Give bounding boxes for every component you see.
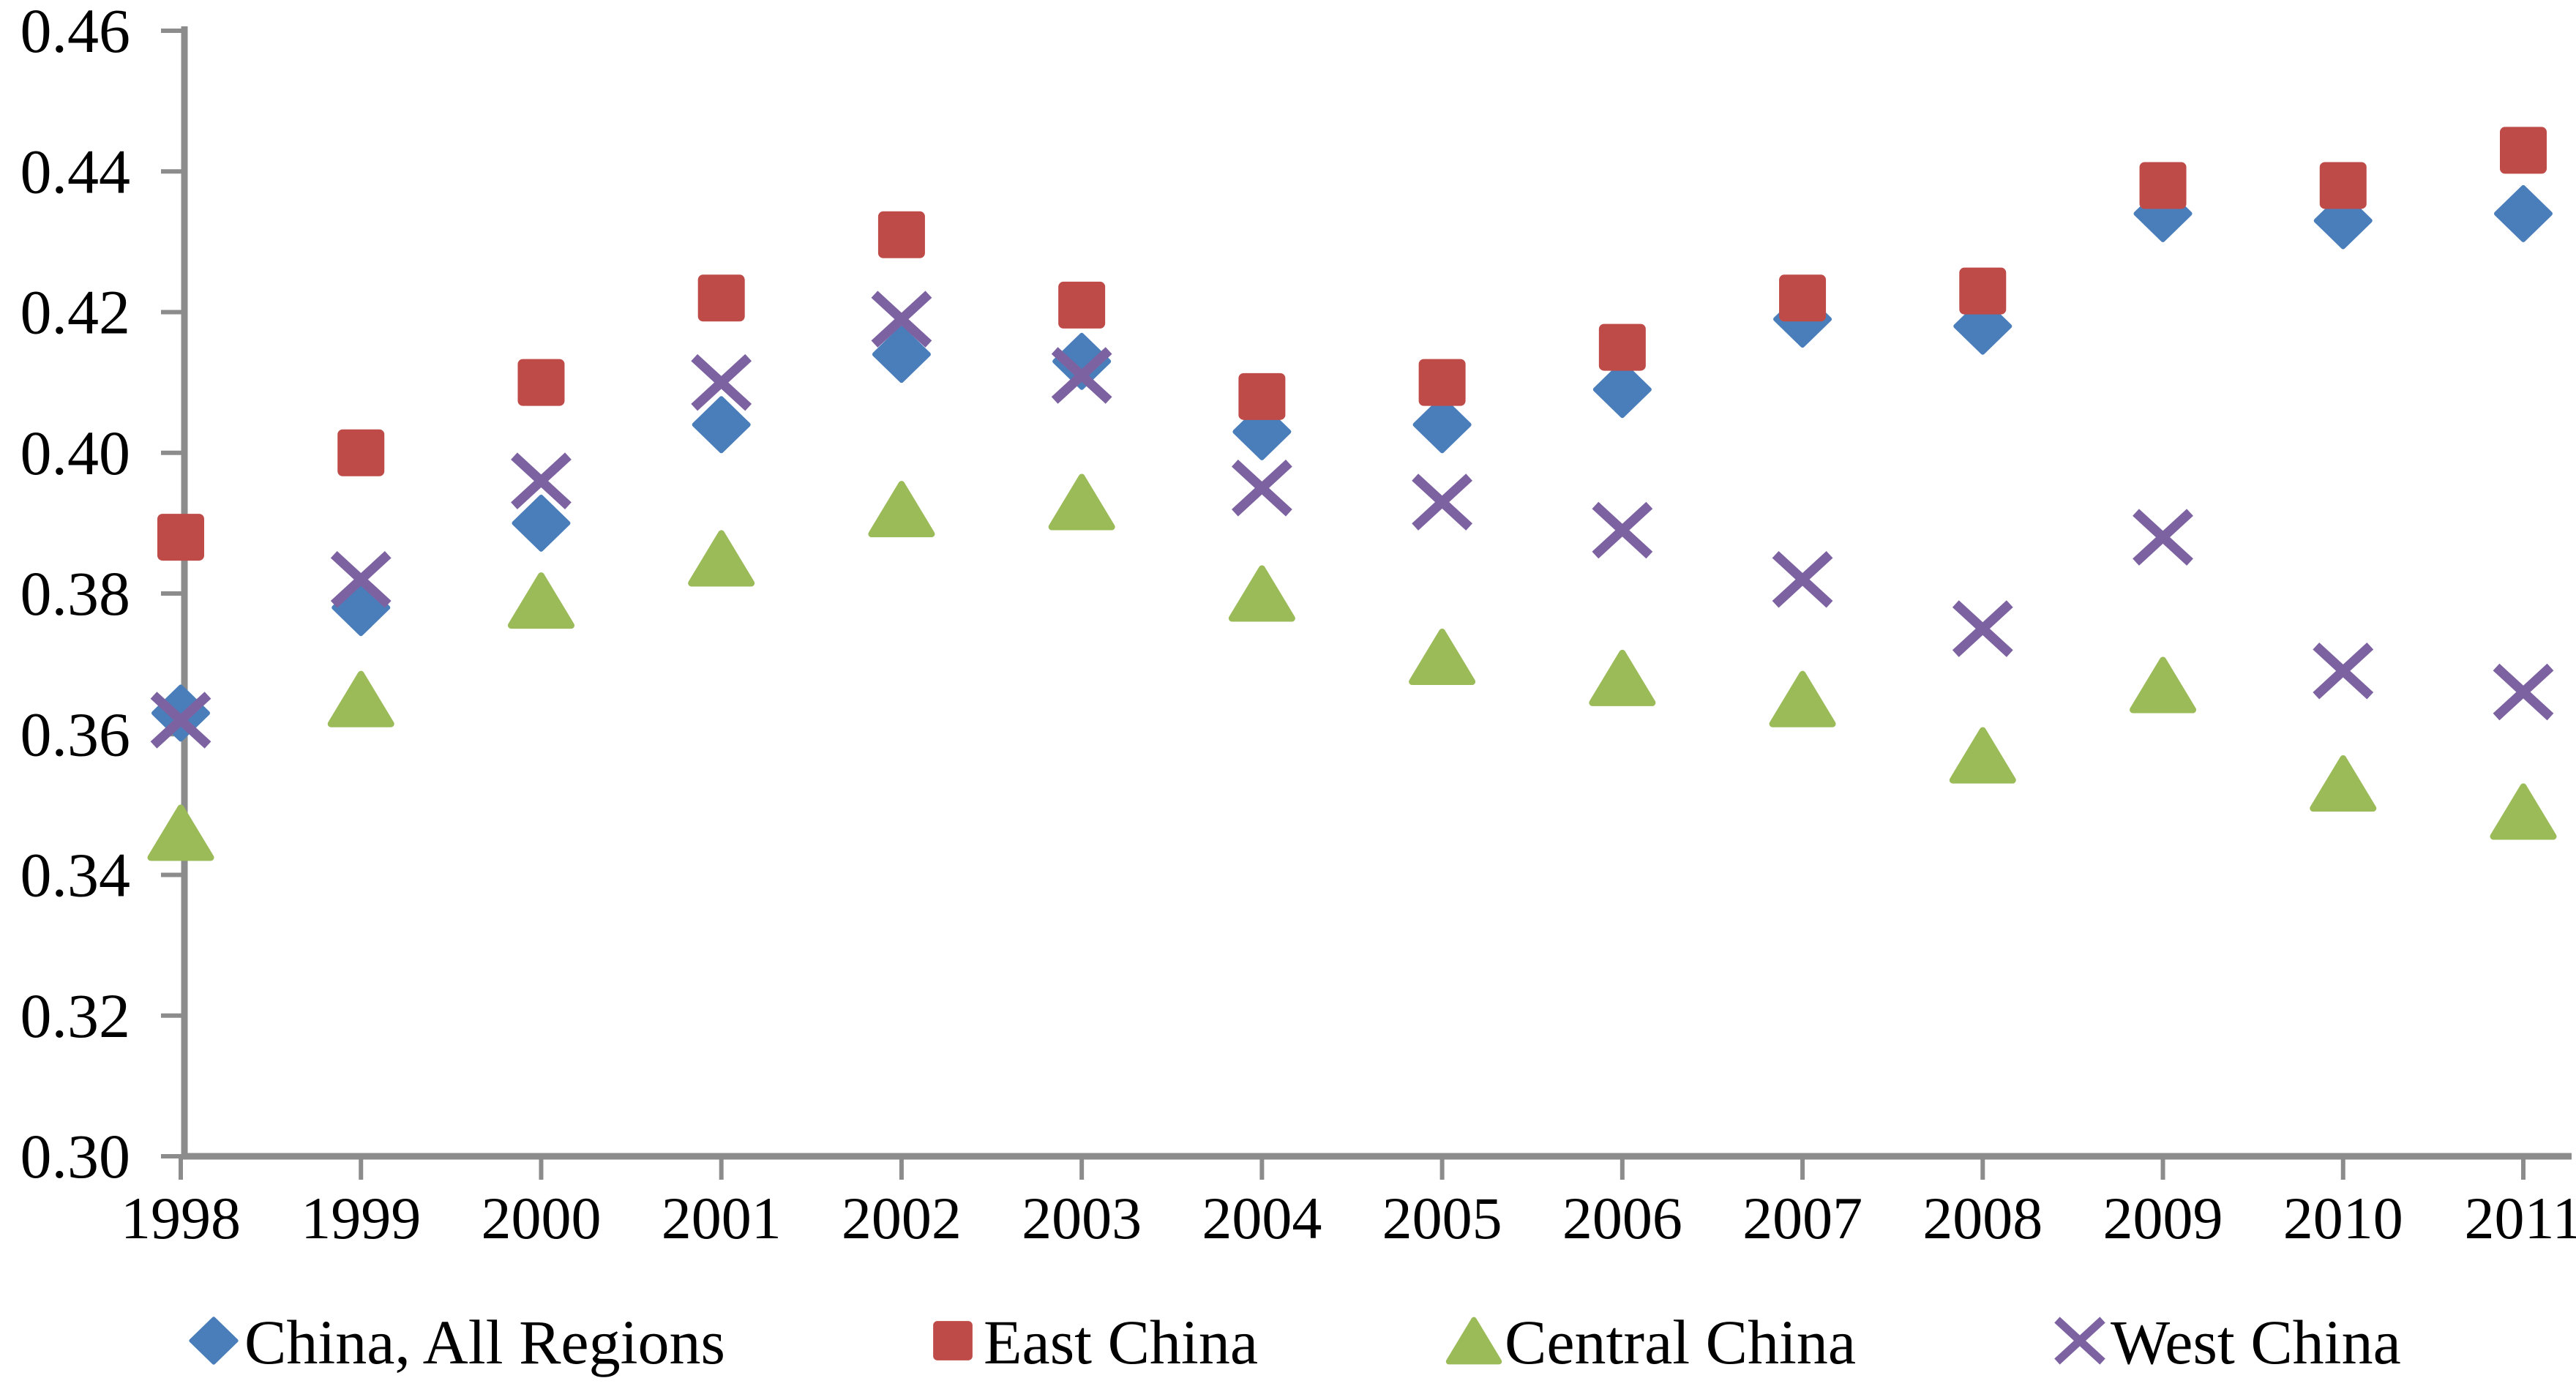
- data-point-x-2011: [2493, 663, 2554, 721]
- data-point-square-2001: [697, 274, 745, 322]
- legend-marker-triangle: [1445, 1317, 1502, 1365]
- legend-marker-x: [2054, 1317, 2105, 1365]
- x-tick-label: 1999: [301, 1185, 421, 1251]
- data-point-triangle-2006: [1589, 649, 1656, 706]
- x-tick-label: 2003: [1022, 1185, 1142, 1251]
- data-point-square-2007: [1779, 274, 1827, 322]
- data-point-x-1998: [150, 692, 211, 749]
- data-point-square-2004: [1238, 372, 1286, 420]
- data-point-triangle-2009: [2130, 656, 2197, 714]
- legend-label: Central China: [1505, 1307, 1856, 1377]
- data-point-triangle-2000: [507, 572, 574, 629]
- data-point-triangle-2005: [1409, 629, 1476, 686]
- data-point-x-2007: [1772, 550, 1833, 608]
- data-point-x-2010: [2313, 642, 2374, 700]
- y-tick-label: 0.42: [20, 277, 131, 348]
- legend-label: West China: [2111, 1307, 2401, 1377]
- data-point-triangle-2004: [1228, 565, 1295, 622]
- y-tick-label: 0.40: [20, 418, 131, 488]
- data-point-diamond-2001: [692, 396, 751, 454]
- legend-marker-square: [933, 1321, 973, 1360]
- data-point-triangle-2003: [1048, 473, 1115, 531]
- data-point-square-1999: [337, 429, 385, 476]
- data-point-diamond-2002: [872, 326, 931, 383]
- x-tick-label: 2009: [2103, 1185, 2223, 1251]
- y-tick-label: 0.30: [20, 1121, 131, 1191]
- data-point-x-1999: [330, 550, 392, 608]
- data-point-triangle-2010: [2310, 755, 2377, 812]
- data-point-triangle-2002: [868, 481, 935, 538]
- data-point-x-2009: [2133, 509, 2193, 566]
- data-point-square-2000: [517, 359, 565, 406]
- data-point-diamond-1999: [332, 579, 391, 637]
- y-tick-label: 0.46: [20, 0, 131, 66]
- data-point-square-2002: [877, 211, 925, 258]
- x-tick-label: 2010: [2283, 1185, 2403, 1251]
- data-point-x-2000: [511, 452, 572, 509]
- data-point-square-2009: [2139, 162, 2187, 209]
- y-tick-label: 0.34: [20, 840, 131, 910]
- y-tick-label: 0.32: [20, 981, 131, 1051]
- data-point-diamond-2005: [1412, 396, 1472, 454]
- data-point-triangle-1999: [327, 670, 394, 727]
- data-point-x-2004: [1231, 460, 1292, 517]
- x-tick-label: 2006: [1562, 1185, 1682, 1251]
- data-point-square-2008: [1959, 267, 2007, 315]
- x-tick-label: 2004: [1202, 1185, 1322, 1251]
- y-tick-label: 0.36: [20, 699, 131, 769]
- x-tick-label: 2008: [1922, 1185, 2043, 1251]
- x-tick-label: 2001: [662, 1185, 782, 1251]
- data-point-square-2006: [1598, 323, 1646, 371]
- x-tick-label: 2002: [842, 1185, 962, 1251]
- data-point-triangle-2008: [1949, 727, 2016, 784]
- data-point-square-2005: [1418, 359, 1466, 406]
- data-point-triangle-2001: [688, 530, 755, 587]
- data-point-x-2001: [691, 353, 752, 411]
- legend-label: China, All Regions: [244, 1307, 725, 1377]
- y-tick-label: 0.38: [20, 558, 131, 629]
- data-point-square-1998: [157, 514, 204, 561]
- data-point-diamond-2000: [512, 494, 571, 552]
- data-point-square-2003: [1058, 281, 1106, 329]
- data-point-x-2003: [1051, 347, 1112, 404]
- x-tick-label: 1998: [121, 1185, 241, 1251]
- data-point-triangle-2011: [2490, 783, 2557, 840]
- x-tick-label: 2000: [481, 1185, 601, 1251]
- data-point-square-2011: [2499, 127, 2547, 174]
- x-tick-label: 2005: [1382, 1185, 1502, 1251]
- legend-marker-diamond: [189, 1317, 239, 1365]
- data-point-x-2006: [1592, 501, 1653, 559]
- data-point-x-2008: [1952, 600, 2013, 657]
- data-point-diamond-2006: [1592, 361, 1652, 419]
- legend-label: East China: [984, 1307, 1258, 1377]
- data-point-x-2002: [871, 291, 932, 348]
- data-point-x-2005: [1412, 473, 1473, 531]
- y-tick-label: 0.44: [20, 136, 131, 206]
- x-tick-label: 2007: [1742, 1185, 1862, 1251]
- x-tick-label: 2011: [2465, 1185, 2576, 1251]
- data-point-diamond-2011: [2493, 184, 2553, 242]
- data-point-triangle-2007: [1769, 670, 1836, 727]
- data-point-triangle-1998: [147, 804, 214, 861]
- data-point-square-2010: [2319, 162, 2367, 209]
